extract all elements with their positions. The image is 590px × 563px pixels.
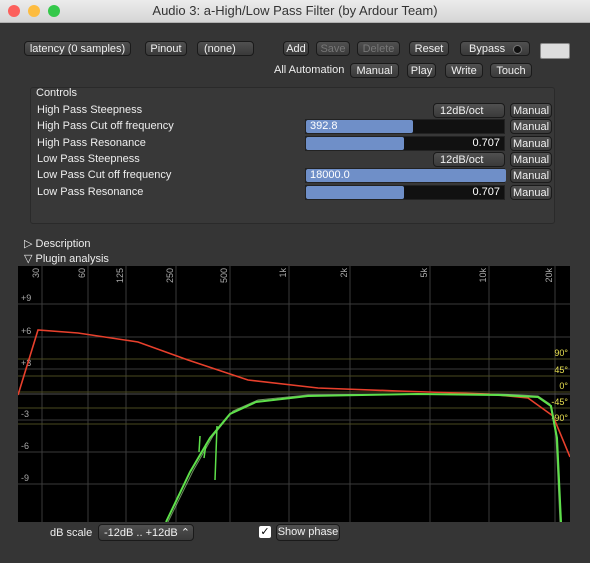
mode-button[interactable]: Manual (510, 119, 552, 134)
automation-label: All Automation (274, 64, 345, 76)
analysis-expander[interactable]: ▽ Plugin analysis (24, 253, 109, 265)
bypass-led (513, 45, 522, 54)
steepness-dropdown[interactable]: 12dB/oct (433, 103, 505, 118)
parameter-slider[interactable]: 392.8 (305, 119, 505, 134)
freq-label: 500 (219, 268, 229, 283)
add-button[interactable]: Add (283, 41, 309, 56)
description-label: Description (35, 238, 91, 250)
phase-label: 90° (554, 348, 568, 358)
freq-label: 2k (339, 268, 349, 278)
mode-button[interactable]: Manual (510, 152, 552, 167)
automation-mode-button[interactable]: Write (445, 63, 483, 78)
magnitude-curve (165, 392, 562, 522)
control-label: Low Pass Steepness (37, 153, 140, 165)
bypass-label: Bypass (469, 43, 506, 55)
slider-value: 0.707 (472, 137, 500, 149)
zoom-button[interactable] (48, 5, 60, 17)
preset-dropdown[interactable]: (none) (197, 41, 254, 56)
parameter-slider[interactable]: 0.707 (305, 185, 505, 200)
steepness-dropdown[interactable]: 12dB/oct (433, 152, 505, 167)
phase-label: -90° (551, 413, 568, 423)
slider-fill (306, 137, 404, 150)
slider-value: 18000.0 (310, 169, 350, 181)
automation-mode-button[interactable]: Play (407, 63, 436, 78)
control-label: Low Pass Cut off frequency (37, 169, 172, 181)
description-expander[interactable]: ▷ Description (24, 238, 91, 250)
freq-label: 250 (165, 268, 175, 283)
db-label: +6 (21, 326, 31, 336)
freq-label: 10k (478, 268, 488, 283)
pinout-button[interactable]: Pinout (145, 41, 187, 56)
freq-label: 30 (31, 268, 41, 278)
mode-button[interactable]: Manual (510, 185, 552, 200)
parameter-slider[interactable]: 0.707 (305, 136, 505, 151)
freq-label: 60 (77, 268, 87, 278)
mode-button[interactable]: Manual (510, 136, 552, 151)
db-label: +3 (21, 358, 31, 368)
reset-button[interactable]: Reset (409, 41, 449, 56)
freq-label: 5k (419, 268, 429, 278)
delete-button[interactable]: Delete (357, 41, 400, 56)
phase-label: -45° (551, 397, 568, 407)
bypass-button[interactable]: Bypass (460, 41, 530, 56)
freq-label: 20k (544, 268, 554, 283)
db-scale-label: dB scale (50, 527, 93, 539)
control-label: Low Pass Resonance (37, 186, 144, 198)
slider-fill (306, 120, 413, 133)
control-label: High Pass Cut off frequency (37, 120, 174, 132)
control-label: High Pass Steepness (37, 104, 143, 116)
mode-button[interactable]: Manual (510, 103, 552, 118)
magnitude-spikes (198, 425, 218, 481)
phase-label: 45° (554, 365, 568, 375)
db-scale-value: -12dB .. +12dB (104, 527, 178, 539)
controls-title: Controls (36, 87, 77, 99)
slider-value: 392.8 (310, 120, 338, 132)
show-phase-button[interactable]: Show phase (276, 524, 340, 541)
db-label: -3 (21, 409, 29, 419)
latency-button[interactable]: latency (0 samples) (24, 41, 131, 56)
minimize-button[interactable] (28, 5, 40, 17)
keyboard-icon[interactable] (540, 43, 570, 59)
close-button[interactable] (8, 5, 20, 17)
window-title: Audio 3: a-High/Low Pass Filter (by Ardo… (152, 3, 438, 18)
mode-button[interactable]: Manual (510, 168, 552, 183)
slider-fill (306, 169, 506, 182)
control-label: High Pass Resonance (37, 137, 146, 149)
db-scale-dropdown[interactable]: -12dB .. +12dB ⌃ (98, 524, 194, 541)
automation-mode-button[interactable]: Manual (350, 63, 399, 78)
db-label: -6 (21, 441, 29, 451)
analysis-graph: 30 60 125 250 500 1k 2k 5k 10k 20k +9 +6 +3 -3 -6 -9 90°… (18, 266, 570, 522)
phase-label: 0° (559, 381, 568, 391)
show-phase-checkbox[interactable]: ✓ (259, 526, 271, 538)
db-label: +9 (21, 293, 31, 303)
freq-label: 1k (278, 268, 288, 278)
parameter-slider[interactable]: 18000.0 (305, 168, 506, 183)
slider-value: 0.707 (472, 186, 500, 198)
freq-label: 125 (115, 268, 125, 283)
save-button[interactable]: Save (316, 41, 350, 56)
slider-fill (306, 186, 404, 199)
analysis-label: Plugin analysis (35, 253, 109, 265)
title-bar: Audio 3: a-High/Low Pass Filter (by Ardo… (0, 0, 590, 23)
automation-mode-button[interactable]: Touch (490, 63, 532, 78)
phase-curve (18, 329, 570, 458)
db-label: -9 (21, 473, 29, 483)
